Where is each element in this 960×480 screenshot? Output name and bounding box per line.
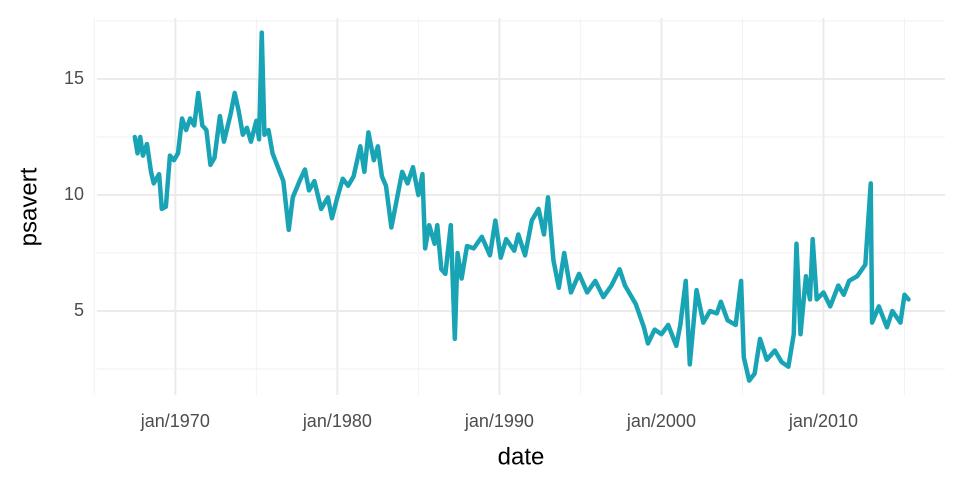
- y-tick-label: 5: [74, 300, 84, 320]
- x-tick-label: jan/2000: [626, 411, 696, 431]
- data-line: [132, 30, 911, 383]
- x-tick-label: jan/1980: [302, 411, 372, 431]
- x-tick-label: jan/1970: [140, 411, 210, 431]
- y-tick-label: 10: [64, 184, 84, 204]
- y-tick-label: 15: [64, 68, 84, 88]
- x-tick-label: jan/2010: [788, 411, 858, 431]
- x-axis-title: date: [498, 443, 545, 470]
- x-tick-label: jan/1990: [464, 411, 534, 431]
- y-axis-title: psavert: [15, 167, 42, 246]
